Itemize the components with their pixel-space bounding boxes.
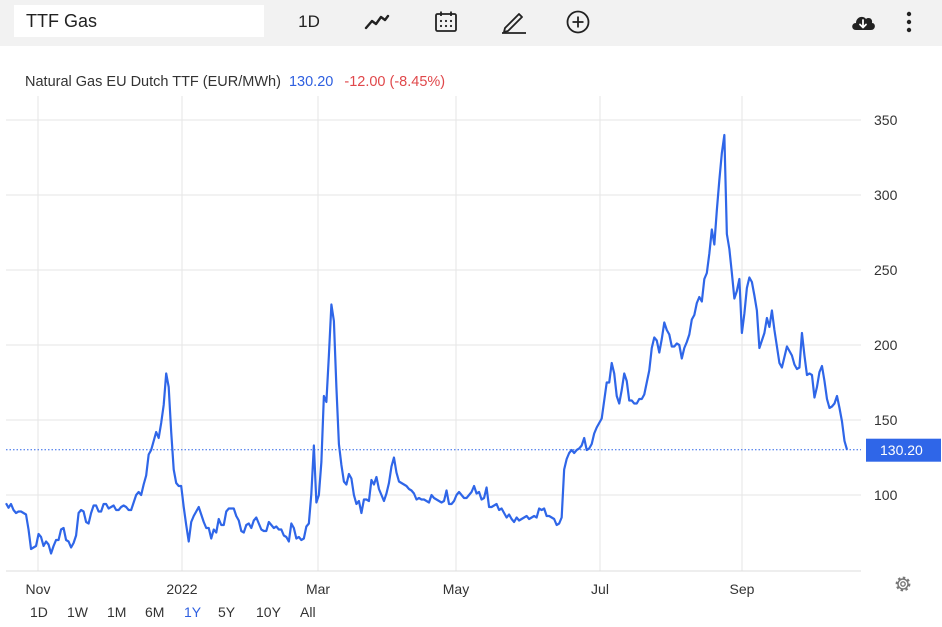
x-tick-label: 2022: [166, 581, 197, 597]
plus-circle-icon[interactable]: [564, 6, 592, 38]
interval-button[interactable]: 1D: [298, 12, 320, 31]
instrument-name: Natural Gas EU Dutch TTF (EUR/MWh): [25, 74, 281, 90]
x-tick-label: Nov: [26, 581, 51, 597]
price-chart[interactable]: 100 150 200 250 300 350 Nov 2022 Mar May Jul Sep 130…: [0, 0, 942, 604]
x-tick-label: Sep: [730, 581, 755, 597]
x-tick-label: Mar: [306, 581, 330, 597]
axes: 100 150 200 250 300 350 Nov 2022 Mar May Jul Sep 130…: [26, 112, 941, 597]
pencil-icon[interactable]: [498, 6, 530, 38]
y-tick-label: 200: [874, 337, 898, 353]
x-tick-label: May: [443, 581, 469, 597]
calendar-icon[interactable]: [432, 6, 460, 38]
range-button-5y[interactable]: 5Y: [218, 604, 236, 620]
series-layer: [5, 133, 849, 555]
symbol-search-input[interactable]: TTF Gas: [14, 5, 264, 37]
range-button-10y[interactable]: 10Y: [256, 604, 281, 620]
more-vertical-icon[interactable]: [898, 6, 920, 38]
price-series-line: [5, 133, 849, 555]
settings-gear-icon[interactable]: [895, 576, 911, 592]
x-tick-label: Jul: [591, 581, 609, 597]
toolbar: TTF Gas 1D: [0, 0, 942, 46]
range-button-1y[interactable]: 1Y: [184, 604, 202, 620]
cloud-download-icon[interactable]: [848, 6, 878, 38]
y-tick-label: 250: [874, 262, 898, 278]
y-tick-label: 100: [874, 487, 898, 503]
range-button-all[interactable]: All: [300, 604, 316, 620]
range-button-1m[interactable]: 1M: [107, 604, 127, 620]
price-change: -12.00 (-8.45%): [344, 74, 446, 90]
y-tick-label: 350: [874, 112, 898, 128]
line-chart-icon[interactable]: [362, 6, 392, 38]
last-value-text: 130.20: [880, 442, 923, 458]
last-price: 130.20: [288, 74, 334, 90]
range-button-1d[interactable]: 1D: [30, 604, 48, 620]
range-button-1w[interactable]: 1W: [67, 604, 88, 620]
y-tick-label: 300: [874, 187, 898, 203]
range-button-6m[interactable]: 6M: [145, 604, 165, 620]
last-value-label: 130.20: [866, 438, 941, 462]
chart-header: Natural Gas EU Dutch TTF (EUR/MWh) 130.2…: [25, 74, 445, 90]
y-tick-label: 150: [874, 412, 898, 428]
